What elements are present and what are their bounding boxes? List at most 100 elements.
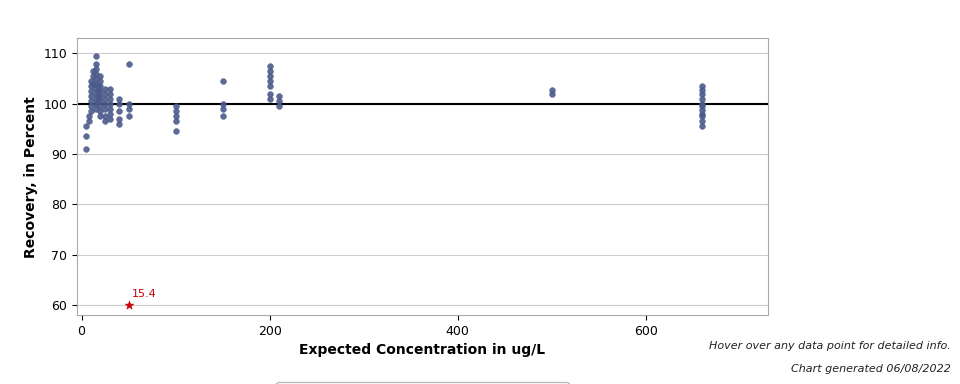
Point bbox=[694, 101, 709, 107]
Point bbox=[102, 101, 117, 107]
Point bbox=[97, 118, 112, 124]
Point bbox=[168, 103, 183, 109]
Point bbox=[111, 116, 127, 122]
Point bbox=[694, 111, 709, 117]
Point bbox=[694, 118, 709, 124]
Point bbox=[272, 103, 287, 109]
Point bbox=[88, 96, 104, 102]
Point bbox=[92, 98, 108, 104]
Point bbox=[544, 91, 560, 97]
Point bbox=[694, 83, 709, 89]
Point bbox=[91, 83, 107, 89]
Point bbox=[91, 98, 107, 104]
Point bbox=[88, 86, 104, 92]
Point bbox=[102, 86, 117, 92]
Point bbox=[111, 101, 127, 107]
Point bbox=[121, 60, 136, 66]
Text: Chart generated 06/08/2022: Chart generated 06/08/2022 bbox=[790, 364, 950, 374]
Text: Hover over any data point for detailed info.: Hover over any data point for detailed i… bbox=[708, 341, 950, 351]
Point bbox=[85, 73, 101, 79]
Text: 15.4: 15.4 bbox=[132, 289, 157, 299]
Point bbox=[85, 81, 101, 87]
Point bbox=[262, 78, 277, 84]
Point bbox=[694, 103, 709, 109]
Point bbox=[84, 103, 99, 109]
Point bbox=[79, 133, 94, 139]
Point bbox=[694, 91, 709, 97]
Point bbox=[97, 101, 112, 107]
Point bbox=[111, 96, 127, 102]
Point bbox=[82, 118, 97, 124]
Point bbox=[262, 68, 277, 74]
Point bbox=[92, 103, 108, 109]
Point bbox=[262, 83, 277, 89]
Point bbox=[88, 60, 104, 66]
Point bbox=[102, 116, 117, 122]
Point bbox=[121, 101, 136, 107]
Point bbox=[84, 98, 99, 104]
Point bbox=[111, 108, 127, 114]
Point bbox=[88, 66, 104, 72]
Point bbox=[85, 68, 101, 74]
Point bbox=[168, 128, 183, 134]
Point bbox=[79, 146, 94, 152]
Point bbox=[694, 96, 709, 102]
Point bbox=[84, 88, 99, 94]
Point bbox=[262, 96, 277, 102]
Legend: Percent Recovery, Off-scale Y-Axis: Percent Recovery, Off-scale Y-Axis bbox=[276, 382, 568, 384]
Point bbox=[82, 113, 97, 119]
Point bbox=[215, 101, 230, 107]
Point bbox=[97, 113, 112, 119]
Point bbox=[215, 78, 230, 84]
Point bbox=[84, 78, 99, 84]
Point bbox=[97, 91, 112, 97]
Point bbox=[272, 93, 287, 99]
Point bbox=[102, 91, 117, 97]
Point bbox=[168, 113, 183, 119]
Point bbox=[102, 111, 117, 117]
Point bbox=[79, 123, 94, 129]
Point bbox=[694, 113, 709, 119]
Point bbox=[92, 88, 108, 94]
Point bbox=[544, 87, 560, 93]
Point bbox=[102, 96, 117, 102]
Point bbox=[88, 91, 104, 97]
Point bbox=[97, 96, 112, 102]
Point bbox=[262, 73, 277, 79]
Point bbox=[262, 91, 277, 97]
Point bbox=[91, 88, 107, 94]
Point bbox=[84, 83, 99, 89]
Point bbox=[88, 81, 104, 87]
Point bbox=[215, 106, 230, 112]
Point bbox=[88, 101, 104, 107]
Point bbox=[91, 93, 107, 99]
Point bbox=[215, 113, 230, 119]
Point bbox=[92, 93, 108, 99]
Point bbox=[92, 83, 108, 89]
Point bbox=[168, 108, 183, 114]
Point bbox=[92, 108, 108, 114]
Point bbox=[92, 73, 108, 79]
X-axis label: Expected Concentration in ug/L: Expected Concentration in ug/L bbox=[300, 343, 545, 357]
Point bbox=[88, 53, 104, 59]
Point bbox=[88, 71, 104, 77]
Y-axis label: Recovery, in Percent: Recovery, in Percent bbox=[24, 96, 37, 258]
Point bbox=[88, 106, 104, 112]
Point bbox=[111, 121, 127, 127]
Point bbox=[168, 118, 183, 124]
Point bbox=[272, 98, 287, 104]
Point bbox=[694, 107, 709, 113]
Point bbox=[121, 302, 136, 308]
Point bbox=[97, 106, 112, 112]
Point bbox=[694, 123, 709, 129]
Point bbox=[121, 106, 136, 112]
Point bbox=[97, 86, 112, 92]
Point bbox=[88, 76, 104, 82]
Point bbox=[102, 106, 117, 112]
Point bbox=[84, 108, 99, 114]
Point bbox=[121, 113, 136, 119]
Point bbox=[92, 78, 108, 84]
Point bbox=[694, 87, 709, 93]
Point bbox=[84, 93, 99, 99]
Point bbox=[262, 63, 277, 69]
